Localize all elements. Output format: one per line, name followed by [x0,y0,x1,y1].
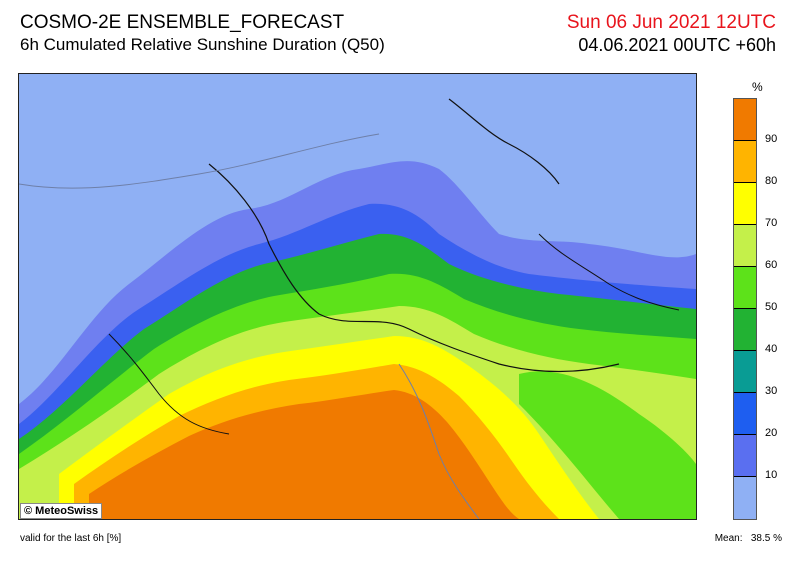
legend-tick-label: 60 [765,259,778,271]
forecast-map [18,73,697,520]
mean-label: Mean: [714,533,743,544]
legend-swatch [734,183,756,225]
legend-swatch [734,141,756,183]
run-time: 04.06.2021 00UTC +60h [578,35,776,55]
legend-unit: % [752,80,763,94]
legend-swatch [734,99,756,141]
footer-mean: Mean: 38.5 % [715,533,782,544]
footer-valid-note: valid for the last 6h [%] [20,533,122,544]
legend-tick-label: 30 [765,385,778,397]
mean-value: 38.5 % [750,533,782,544]
legend-swatch [734,435,756,477]
legend-tick-label: 90 [765,133,778,145]
legend-tick-label: 70 [765,217,778,229]
river-line [398,363,480,519]
legend-swatch [734,351,756,393]
band-90 [89,390,519,519]
legend-tick-label: 80 [765,175,778,187]
legend-swatch [734,225,756,267]
color-legend [733,98,757,520]
legend-tick-label: 20 [765,427,778,439]
time-block: Sun 06 Jun 2021 12UTC 04.06.2021 00UTC +… [567,12,776,56]
chart-subtitle: 6h Cumulated Relative Sunshine Duration … [20,35,385,54]
border-line-swiss [208,163,620,373]
legend-swatch [734,309,756,351]
outer-border-line [19,133,380,189]
valid-time: Sun 06 Jun 2021 12UTC [566,12,776,33]
lake-outline [108,333,230,435]
copyright-label: © MeteoSwiss [20,503,103,519]
border-line-north [448,98,560,185]
legend-tick-label: 50 [765,301,778,313]
legend-tick-label: 40 [765,343,778,355]
chart-title: COSMO-2E ENSEMBLE_FORECAST [20,12,345,33]
legend-swatch [734,393,756,435]
legend-swatch [734,477,756,519]
legend-swatch [734,267,756,309]
legend-tick-label: 10 [765,469,778,481]
chart-title-block: COSMO-2E ENSEMBLE_FORECAST 6h Cumulated … [20,12,385,56]
band-50-east [519,371,696,519]
map-canvas [19,74,696,519]
border-line-east [538,233,680,311]
